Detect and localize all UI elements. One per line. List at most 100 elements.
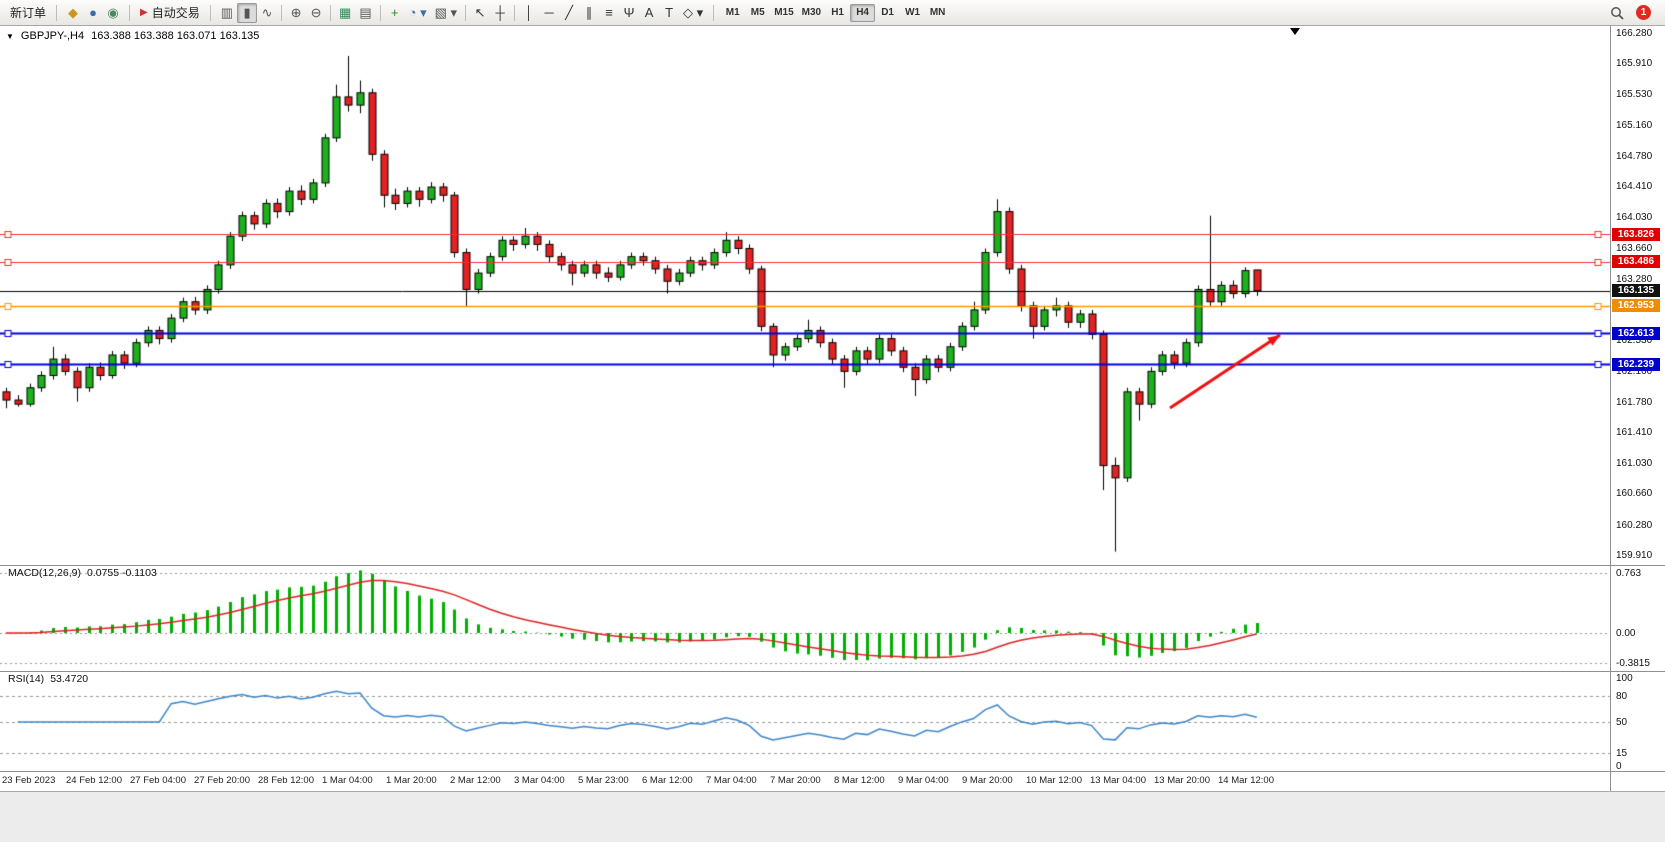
- panel-divider[interactable]: [0, 565, 1665, 566]
- timeframe-w1[interactable]: W1: [905, 7, 921, 18]
- time-axis-label: 28 Feb 12:00: [258, 775, 314, 786]
- time-axis-label: 13 Mar 04:00: [1090, 775, 1146, 786]
- toolbar-separator: [379, 4, 381, 21]
- price-axis-label: 165.910: [1616, 58, 1653, 70]
- timeframe-m5[interactable]: M5: [750, 7, 765, 18]
- notification-badge[interactable]: 1: [1636, 5, 1651, 20]
- pitchfork-icon[interactable]: Ψ: [623, 5, 635, 20]
- crosshair-icon[interactable]: ┼: [495, 5, 505, 20]
- navigator-icon[interactable]: ◉: [107, 5, 119, 20]
- market-watch-icon[interactable]: ●: [89, 5, 97, 20]
- time-axis-label: 7 Mar 20:00: [770, 775, 821, 786]
- toolbar-separator: [209, 4, 211, 21]
- toolbar: 新订单 ◆ ● ◉ ▶ 自动交易 ▥ ▮ ∿ ⊕ ⊖ ▦ ▤ + ◔ ▾ ▧ ▾ ↖ ┼ │ ─ ╱ ∥ ≡ Ψ A T ◇…: [0, 0, 1665, 26]
- macd-axis-label: 0.763: [1616, 568, 1642, 579]
- time-axis-label: 10 Mar 12:00: [1026, 775, 1082, 786]
- toolbar-separator: [129, 4, 131, 21]
- time-axis-label: 27 Feb 20:00: [194, 775, 250, 786]
- timeframe-h1[interactable]: H1: [831, 7, 844, 18]
- timeframe-m1[interactable]: M1: [725, 7, 740, 18]
- quick-icons-group: ◆ ● ◉: [63, 3, 123, 23]
- time-axis[interactable]: 23 Feb 2023 24 Feb 12:00 27 Feb 04:00 27 Fe…: [0, 772, 1610, 791]
- fibonacci-icon[interactable]: ≡: [605, 5, 613, 20]
- rsi-header: RSI(14) 53.4720: [8, 673, 88, 685]
- price-axis[interactable]: 166.280 165.910 165.530 165.160 164.780 164.4…: [1611, 26, 1665, 791]
- time-axis-label: 1 Mar 04:00: [322, 775, 373, 786]
- line-price-tag[interactable]: 162.613: [1612, 326, 1660, 340]
- rsi-axis-label: 15: [1616, 747, 1628, 759]
- search-icon[interactable]: [1606, 3, 1628, 23]
- price-axis-label: 161.030: [1616, 458, 1653, 470]
- rsi-label: RSI(14): [8, 673, 45, 685]
- candlestick-chart-icon[interactable]: ▮: [237, 2, 258, 23]
- timeframe-group: M1 M5 M15 M30 H1 H4 D1 W1 MN: [720, 3, 950, 22]
- one-click-trading-toggle[interactable]: ▼: [6, 31, 14, 41]
- timeframe-h4[interactable]: H4: [850, 3, 876, 22]
- profiles-icon[interactable]: ◆: [68, 5, 79, 20]
- timeframe-mn[interactable]: MN: [929, 7, 946, 18]
- line-price-tag[interactable]: 163.486: [1612, 255, 1660, 269]
- chart-symbol-period: GBPJPY-,H4: [20, 30, 85, 42]
- price-axis-label: 160.660: [1616, 488, 1653, 500]
- toolbar-separator: [56, 4, 58, 21]
- chart-ohlc-values: 163.388 163.388 163.071 163.135: [91, 30, 260, 42]
- macd-axis-label: 0.00: [1616, 628, 1636, 639]
- line-price-tag[interactable]: 163.826: [1612, 227, 1660, 241]
- macd-canvas[interactable]: [0, 565, 1610, 671]
- time-axis-label: 23 Feb 2023: [2, 775, 56, 786]
- price-axis-label: 160.280: [1616, 519, 1653, 531]
- rsi-canvas[interactable]: [0, 671, 1610, 771]
- last-price-tag: 163.135: [1612, 284, 1660, 298]
- chart-shift-marker[interactable]: [1290, 28, 1300, 35]
- line-price-tag[interactable]: 162.239: [1612, 357, 1660, 371]
- indicators-icon[interactable]: +: [390, 5, 399, 20]
- time-axis-label: 3 Mar 04:00: [514, 775, 565, 786]
- panel-divider[interactable]: [0, 671, 1665, 672]
- tile-windows-icon[interactable]: ▦: [339, 5, 352, 20]
- price-chart-canvas[interactable]: [0, 26, 1610, 565]
- new-order-button[interactable]: 新订单: [10, 6, 47, 20]
- label-icon[interactable]: T: [665, 5, 674, 20]
- time-axis-label: 6 Mar 12:00: [642, 775, 693, 786]
- horizontal-line-icon[interactable]: ─: [544, 5, 554, 20]
- time-axis-label: 27 Feb 04:00: [130, 775, 186, 786]
- price-axis-label: 163.660: [1616, 242, 1653, 254]
- timeframe-d1[interactable]: D1: [881, 7, 894, 18]
- time-axis-label: 8 Mar 12:00: [834, 775, 885, 786]
- cursor-icon[interactable]: ↖: [474, 5, 486, 20]
- toolbar-separator: [465, 4, 467, 21]
- time-axis-label: 24 Feb 12:00: [66, 775, 122, 786]
- chart-title: ▼ GBPJPY-,H4 163.388 163.388 163.071 163…: [6, 30, 259, 42]
- zoom-in-icon[interactable]: ⊕: [290, 5, 302, 20]
- trendline-icon[interactable]: ╱: [565, 5, 573, 20]
- toolbar-separator: [330, 4, 332, 21]
- price-axis-label: 165.530: [1616, 89, 1653, 101]
- vertical-line-icon[interactable]: │: [524, 5, 534, 20]
- periods-icon[interactable]: ◔ ▾: [408, 5, 427, 20]
- price-axis-label: 164.030: [1616, 212, 1653, 224]
- auto-trading-button[interactable]: ▶ 自动交易: [136, 3, 204, 23]
- price-axis-label: 162.530: [1616, 335, 1653, 347]
- bar-chart-icon[interactable]: ▥: [220, 5, 234, 20]
- templates-icon[interactable]: ▧ ▾: [434, 5, 458, 20]
- timeframe-m30[interactable]: M30: [801, 7, 822, 18]
- timeframe-m15[interactable]: M15: [774, 7, 794, 18]
- time-axis-label: 2 Mar 12:00: [450, 775, 501, 786]
- cascade-windows-icon[interactable]: ▤: [359, 5, 372, 20]
- time-axis-label: 7 Mar 04:00: [706, 775, 757, 786]
- rsi-value: 53.4720: [50, 673, 89, 685]
- rsi-axis-label: 100: [1616, 673, 1633, 684]
- channel-icon[interactable]: ∥: [585, 5, 593, 20]
- price-axis-label: 163.280: [1616, 273, 1653, 285]
- zoom-out-icon[interactable]: ⊖: [310, 5, 322, 20]
- time-axis-label: 1 Mar 20:00: [386, 775, 437, 786]
- text-icon[interactable]: A: [644, 5, 654, 20]
- price-axis-label: 165.160: [1616, 119, 1653, 131]
- status-area: [0, 791, 1665, 842]
- line-chart-icon[interactable]: ∿: [261, 5, 273, 20]
- line-price-tag[interactable]: 162.953: [1612, 299, 1660, 313]
- price-axis-label: 161.780: [1616, 396, 1653, 408]
- shapes-icon[interactable]: ◇ ▾: [683, 5, 704, 20]
- price-axis-label: 162.160: [1616, 365, 1653, 377]
